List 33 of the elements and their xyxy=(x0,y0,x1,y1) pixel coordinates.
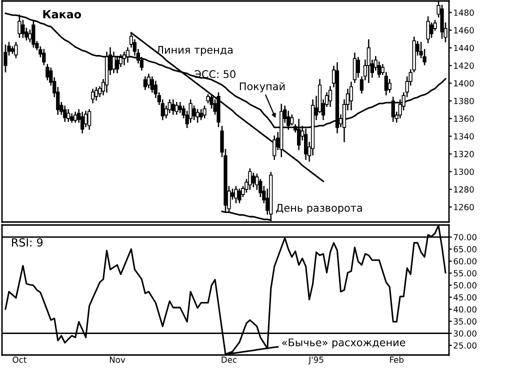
x-tick-label: Dec xyxy=(222,356,237,363)
text: RSI: 9 xyxy=(12,238,43,247)
y-tick-label: 1400 xyxy=(454,80,474,86)
y-tick-label: 70.00 xyxy=(454,234,476,240)
y-tick-label: 1340 xyxy=(454,133,474,140)
y-tick-label: 1300 xyxy=(454,168,474,175)
x-tick-label: Oct xyxy=(12,356,26,363)
y-tick-label: 1320 xyxy=(454,150,474,158)
y-tick-label: 1380 xyxy=(454,98,474,104)
annotation: «Бычье» расхождение xyxy=(282,338,406,348)
annotation: Линия тренда xyxy=(156,46,233,56)
y-tick-label: 35.00 xyxy=(454,318,476,325)
y-tick-label: 25.00 xyxy=(454,342,476,349)
y-tick-label: 65.00 xyxy=(454,246,476,252)
y-tick-label: 30.00 xyxy=(454,330,476,337)
y-tick-label: 50.00 xyxy=(454,282,476,288)
y-tick-label: 60.00 xyxy=(454,258,476,264)
y-tick-label: 45.00 xyxy=(454,294,476,301)
y-tick-label: 1360 xyxy=(454,116,474,122)
text: Какао xyxy=(43,10,82,18)
annotation: День разворота xyxy=(276,204,362,214)
y-tick-label: 1260 xyxy=(454,204,474,210)
y-tick-label: 1440 xyxy=(454,44,474,52)
x-tick-label: Feb xyxy=(390,356,404,363)
x-tick-label: Nov xyxy=(110,356,126,363)
y-tick-label: 1280 xyxy=(454,186,474,193)
y-tick-label: 1460 xyxy=(454,27,474,34)
y-tick-label: 40.00 xyxy=(454,306,476,313)
y-tick-label: 55.00 xyxy=(454,270,476,276)
y-tick-label: 1480 xyxy=(454,9,474,16)
annotation: Покупай xyxy=(240,82,285,92)
y-tick-label: 1420 xyxy=(454,62,474,69)
x-tick-label: J'95 xyxy=(308,356,324,364)
